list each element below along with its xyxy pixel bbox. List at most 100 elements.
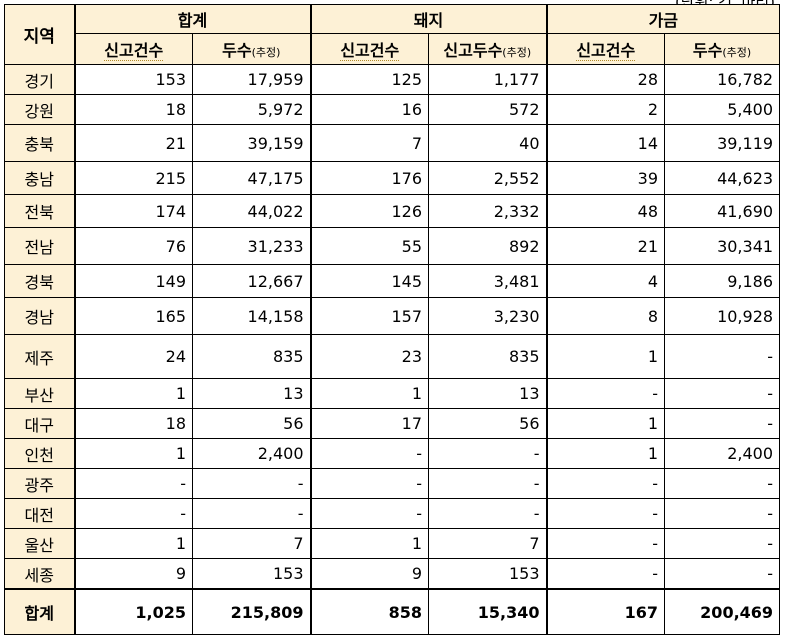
value-cell: - [191,468,312,499]
total-value: 1,025 [73,588,193,635]
value-cell: 5,972 [191,94,312,125]
value-cell: 41,690 [664,194,781,228]
value-cell: 28 [545,64,666,95]
value-cell: 1 [545,334,666,379]
value-cell: 3,230 [428,297,548,335]
value-cell: 7 [191,528,312,559]
value-cell: 153 [428,558,548,590]
value-cell: 21 [545,227,666,265]
subheader-note: (추정) [251,46,281,59]
value-cell: 8 [545,297,666,335]
value-cell: 21 [73,124,193,162]
value-cell: 31,233 [191,227,312,265]
value-cell: 3,481 [428,264,548,298]
subheader-label: 두수 [222,41,252,60]
region-cell: 전남 [4,227,75,265]
value-cell: 56 [191,408,312,439]
value-cell: 39 [545,161,666,195]
region-cell: 제주 [4,334,75,379]
value-cell: 16,782 [664,64,781,95]
value-cell: 48 [545,194,666,228]
group-header-total: 합계 [73,4,312,34]
table-row: 전남 76 31,233 55 892 21 30,341 [4,227,781,265]
region-cell: 충북 [4,124,75,162]
subheader-label: 신고건수 [340,41,400,61]
table-row: 인천 1 2,400 - - 1 2,400 [4,438,781,469]
value-cell: 125 [309,64,430,95]
value-cell: 7 [428,528,548,559]
value-cell: 1 [73,528,193,559]
subheader-cell: 두수(추정) [664,33,781,65]
value-cell: 30,341 [664,227,781,265]
value-cell: 76 [73,227,193,265]
region-cell: 세종 [4,558,75,590]
value-cell: - [428,468,548,499]
region-cell: 강원 [4,94,75,125]
region-cell: 경기 [4,64,75,95]
header-sub-row: 신고건수 두수(추정) 신고건수 신고두수(추정) 신고건수 두수(추정) [5,33,781,65]
value-cell: 1 [545,438,666,469]
value-cell: 1 [73,438,193,469]
total-label: 합계 [4,588,75,635]
value-cell: 2,400 [191,438,312,469]
value-cell: - [545,558,666,590]
group-header-pig: 돼지 [309,4,548,34]
value-cell: 174 [73,194,193,228]
value-cell: 1 [309,378,430,409]
table-row: 대전 - - - - - - [4,498,781,529]
value-cell: 56 [428,408,548,439]
value-cell: - [664,528,781,559]
value-cell: 165 [73,297,193,335]
region-cell: 광주 [4,468,75,499]
total-row: 합계 1,025 215,809 858 15,340 167 200,469 [4,588,781,635]
value-cell: 5,400 [664,94,781,125]
value-cell: 9 [73,558,193,590]
value-cell: 4 [545,264,666,298]
table-row: 충북 21 39,159 7 40 14 39,119 [4,124,781,162]
value-cell: 24 [73,334,193,379]
value-cell: 1 [545,408,666,439]
value-cell: 1 [73,378,193,409]
value-cell: - [664,498,781,529]
value-cell: - [428,498,548,529]
table-row: 경북 149 12,667 145 3,481 4 9,186 [4,264,781,298]
value-cell: 18 [73,408,193,439]
value-cell: 17,959 [191,64,312,95]
region-cell: 전북 [4,194,75,228]
value-cell: 17 [309,408,430,439]
region-cell: 울산 [4,528,75,559]
value-cell: 1,177 [428,64,548,95]
region-cell: 경남 [4,297,75,335]
total-value: 167 [545,588,666,635]
value-cell: 149 [73,264,193,298]
value-cell: 2,400 [664,438,781,469]
value-cell: 2,332 [428,194,548,228]
subheader-note: (추정) [502,46,532,59]
value-cell: 153 [191,558,312,590]
subheader-cell: 두수(추정) [191,33,312,65]
value-cell: - [545,468,666,499]
value-cell: 16 [309,94,430,125]
region-cell: 인천 [4,438,75,469]
table-body: 경기 153 17,959 125 1,177 28 16,782 강원 18 … [4,64,781,590]
value-cell: 572 [428,94,548,125]
value-cell: 13 [191,378,312,409]
region-header: 지역 [4,4,75,65]
value-cell: 10,928 [664,297,781,335]
value-cell: 13 [428,378,548,409]
value-cell: 176 [309,161,430,195]
value-cell: 14 [545,124,666,162]
value-cell: - [664,558,781,590]
subheader-label: 신고건수 [576,41,636,61]
total-value: 200,469 [664,588,781,635]
value-cell: 892 [428,227,548,265]
subheader-cell: 신고건수 [545,33,666,65]
value-cell: 44,022 [191,194,312,228]
table-row: 충남 215 47,175 176 2,552 39 44,623 [4,161,781,195]
subheader-cell: 신고건수 [73,33,193,65]
value-cell: 39,119 [664,124,781,162]
value-cell: 44,623 [664,161,781,195]
value-cell: 126 [309,194,430,228]
value-cell: 9 [309,558,430,590]
table-row: 울산 1 7 1 7 - - [4,528,781,559]
